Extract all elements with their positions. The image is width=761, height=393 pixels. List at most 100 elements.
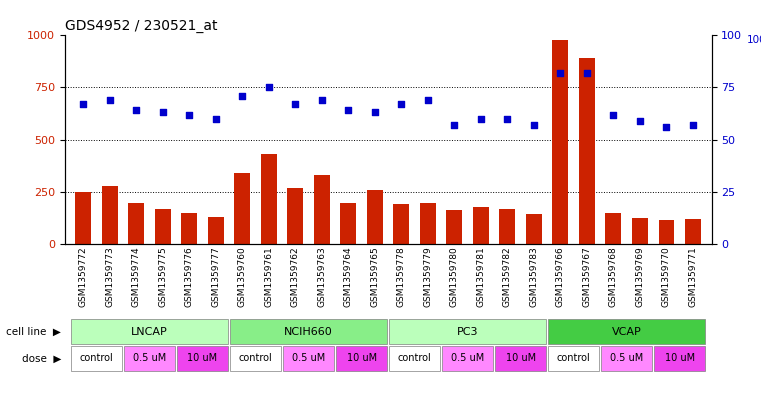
Bar	[75, 191, 91, 244]
Bar	[367, 189, 383, 244]
Bar	[181, 213, 197, 244]
Text: GSM1359771: GSM1359771	[689, 246, 698, 307]
Point	[157, 109, 169, 116]
Text: GSM1359777: GSM1359777	[212, 246, 220, 307]
Text: GSM1359783: GSM1359783	[530, 246, 539, 307]
Point	[77, 101, 89, 107]
Text: LNCAP: LNCAP	[131, 327, 168, 337]
Bar	[393, 204, 409, 244]
Text: 0.5 uM: 0.5 uM	[451, 353, 484, 364]
Bar	[420, 203, 436, 244]
Text: GSM1359761: GSM1359761	[264, 246, 273, 307]
Bar	[283, 346, 334, 371]
Bar	[389, 320, 546, 344]
Bar	[632, 218, 648, 244]
Text: GDS4952 / 230521_at: GDS4952 / 230521_at	[65, 19, 217, 33]
Point	[236, 93, 248, 99]
Text: PC3: PC3	[457, 327, 479, 337]
Bar	[389, 346, 441, 371]
Text: 0.5 uM: 0.5 uM	[610, 353, 643, 364]
Bar	[548, 320, 705, 344]
Point	[263, 84, 275, 90]
Text: cell line  ▶: cell line ▶	[6, 327, 61, 337]
Bar	[314, 175, 330, 244]
Text: GSM1359770: GSM1359770	[662, 246, 671, 307]
Bar	[495, 346, 546, 371]
Text: 10 uM: 10 uM	[346, 353, 377, 364]
Point	[130, 107, 142, 114]
Text: GSM1359766: GSM1359766	[556, 246, 565, 307]
Point	[395, 101, 407, 107]
Bar	[261, 154, 277, 244]
Text: GSM1359776: GSM1359776	[185, 246, 194, 307]
Point	[475, 116, 487, 122]
Point	[448, 122, 460, 128]
Bar	[288, 189, 304, 244]
Bar	[447, 210, 463, 244]
Point	[103, 97, 116, 103]
Bar	[442, 346, 493, 371]
Text: GSM1359775: GSM1359775	[158, 246, 167, 307]
Text: dose  ▶: dose ▶	[21, 353, 61, 364]
Text: GSM1359774: GSM1359774	[132, 246, 141, 307]
Text: 10 uM: 10 uM	[187, 353, 218, 364]
Point	[661, 124, 673, 130]
Point	[183, 111, 196, 118]
Text: GSM1359767: GSM1359767	[582, 246, 591, 307]
Text: 10 uM: 10 uM	[664, 353, 695, 364]
Text: GSM1359772: GSM1359772	[78, 246, 88, 307]
Text: GSM1359765: GSM1359765	[371, 246, 379, 307]
Point	[554, 70, 566, 76]
Bar	[499, 209, 515, 244]
Bar	[606, 213, 622, 244]
Text: GSM1359781: GSM1359781	[476, 246, 486, 307]
Bar	[177, 346, 228, 371]
Text: GSM1359782: GSM1359782	[503, 246, 512, 307]
Bar	[336, 346, 387, 371]
Bar	[552, 40, 568, 244]
Bar	[230, 346, 282, 371]
Bar	[340, 203, 356, 244]
Text: 0.5 uM: 0.5 uM	[133, 353, 166, 364]
Bar	[548, 346, 600, 371]
Point	[289, 101, 301, 107]
Text: VCAP: VCAP	[612, 327, 642, 337]
Point	[422, 97, 434, 103]
Text: GSM1359763: GSM1359763	[317, 246, 326, 307]
Text: GSM1359762: GSM1359762	[291, 246, 300, 307]
Text: GSM1359764: GSM1359764	[344, 246, 353, 307]
Point	[316, 97, 328, 103]
Bar	[124, 346, 175, 371]
Bar	[71, 320, 228, 344]
Bar	[601, 346, 652, 371]
Text: GSM1359779: GSM1359779	[423, 246, 432, 307]
Point	[210, 116, 222, 122]
Text: NCIH660: NCIH660	[284, 327, 333, 337]
Text: 0.5 uM: 0.5 uM	[292, 353, 325, 364]
Text: control: control	[557, 353, 591, 364]
Bar	[71, 346, 123, 371]
Bar	[654, 346, 705, 371]
Text: control: control	[80, 353, 113, 364]
Point	[581, 70, 593, 76]
Bar	[234, 173, 250, 244]
Bar	[579, 58, 595, 244]
Bar	[658, 220, 674, 244]
Text: control: control	[239, 353, 272, 364]
Text: 100%: 100%	[747, 35, 761, 45]
Bar	[230, 320, 387, 344]
Text: 10 uM: 10 uM	[505, 353, 536, 364]
Bar	[154, 209, 170, 244]
Point	[607, 111, 619, 118]
Text: GSM1359778: GSM1359778	[397, 246, 406, 307]
Text: GSM1359780: GSM1359780	[450, 246, 459, 307]
Text: GSM1359760: GSM1359760	[237, 246, 247, 307]
Point	[501, 116, 514, 122]
Bar	[129, 203, 145, 244]
Text: GSM1359768: GSM1359768	[609, 246, 618, 307]
Point	[369, 109, 381, 116]
Text: GSM1359773: GSM1359773	[105, 246, 114, 307]
Text: control: control	[398, 353, 431, 364]
Text: GSM1359769: GSM1359769	[635, 246, 645, 307]
Bar	[102, 186, 118, 244]
